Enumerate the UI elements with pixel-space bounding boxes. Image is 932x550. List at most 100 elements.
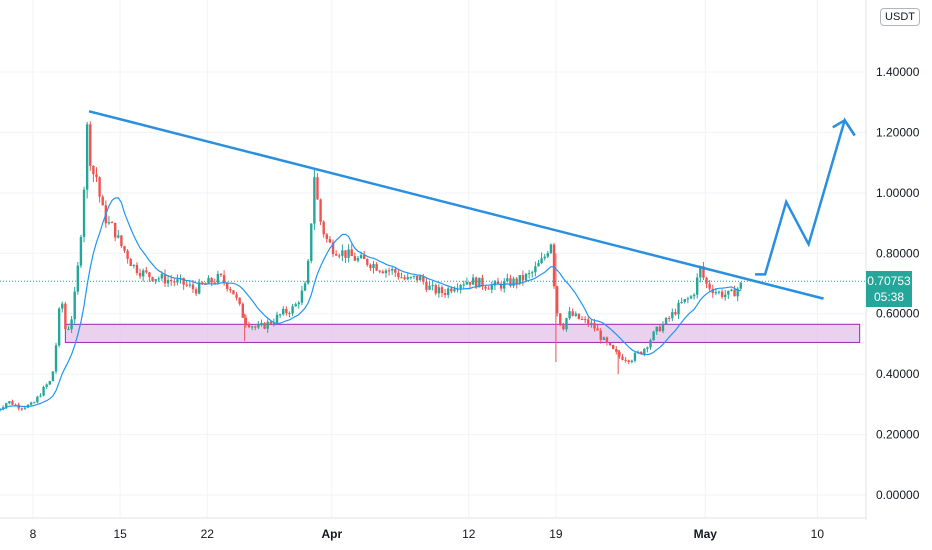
candle-body [1,407,5,409]
descending-trendline[interactable] [88,110,824,300]
candle-body [677,302,680,315]
candle-body [717,291,721,293]
candle-body [639,351,643,355]
candle-body [705,277,708,284]
candle-body [649,340,652,348]
candle-body [70,319,73,330]
candle-body [443,292,447,296]
candle-body [394,269,397,273]
candle-body [602,337,606,340]
candle-body [226,282,229,290]
candle-body [422,276,425,282]
candle-body [403,277,406,280]
last-price-tag: 0.70753 05:38 [866,271,912,307]
candle-body [674,312,677,315]
candle-body [736,288,739,297]
candle-body [235,294,238,298]
candle-body [431,285,434,287]
candle-body [487,288,490,290]
candle-body [484,286,487,289]
price-axis[interactable]: 1.40000 1.20000 1.00000 0.80000 0.60000 0.400… [876,65,920,502]
candle-body [571,311,574,316]
candle-body [418,276,422,281]
candle-body [412,275,416,277]
candle-body [387,270,391,272]
candle-body [313,177,316,224]
candle-body [465,282,469,285]
candle-body [658,326,662,332]
candle-body [680,302,683,304]
projection-arrow[interactable] [755,117,856,276]
candle-body [462,284,465,286]
candle-body [534,266,537,273]
candle-body [260,322,263,325]
candle-body [686,298,690,300]
time-tick-label: 15 [113,527,127,541]
candle-body [132,264,136,266]
candle-body [366,259,369,265]
candle-body [129,258,132,266]
bar-countdown: 05:38 [873,290,905,304]
candle-body [384,270,388,274]
candle-body [54,345,58,372]
candle-body [481,277,484,287]
candle-body [334,254,338,256]
candle-body [490,285,493,290]
candle-body [353,256,357,261]
candle-body [730,289,733,291]
candle-body [506,278,509,282]
candle-body [123,246,126,251]
candle-body [210,278,213,283]
candle-body [496,281,500,284]
candle-body [375,264,378,271]
candle-body [303,283,307,291]
candle-body [316,177,319,200]
candle-body [468,282,472,285]
candle-body [250,326,254,328]
candle-body [194,289,198,294]
price-tick-label: 0.40000 [876,367,920,381]
candle-body [711,288,714,294]
candle-body [14,404,17,406]
candle-body [459,285,462,289]
candle-body [661,323,665,332]
candle-body [552,244,556,287]
candle-body [646,347,649,349]
support-zone-rect[interactable] [64,323,861,343]
time-tick-label: 8 [30,527,37,541]
candle-body [39,395,42,397]
candle-body [543,256,546,259]
candle-body [306,260,310,284]
candle-body [120,235,123,247]
candle-body [372,264,375,269]
currency-badge[interactable]: USDT [880,8,920,26]
candle-body [562,325,565,330]
candle-body [238,297,241,304]
candle-body [720,291,724,297]
candle-body [191,284,195,290]
candle-body [45,384,48,387]
price-tick-label: 0.80000 [876,246,920,260]
price-tick-label: 0.00000 [876,488,920,502]
candle-body [5,403,8,408]
candle-body [447,288,450,296]
candle-body [350,249,353,257]
candle-body [655,326,658,332]
time-axis[interactable]: 8 15 22 Apr 12 19 May 10 [30,527,825,541]
candle-body [157,278,160,280]
candle-body [400,277,403,279]
candle-body [160,274,164,279]
candle-body [633,353,637,361]
candle-body [359,255,363,259]
candle-body [213,282,216,284]
candle-body [696,277,699,295]
candle-body [524,274,528,281]
candle-body [627,360,630,362]
candle-body [437,287,441,294]
candle-body [356,258,360,261]
candle-body [565,318,568,330]
time-tick-label: 10 [811,527,825,541]
candle-body [475,277,478,288]
candle-body [568,311,571,319]
